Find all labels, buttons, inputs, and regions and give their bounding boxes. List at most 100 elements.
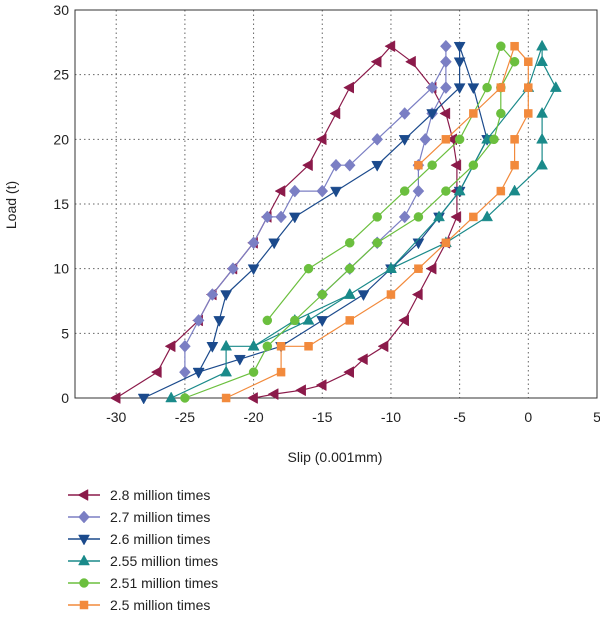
data-point [316,184,329,198]
data-point [536,39,548,51]
series-line [184,45,516,399]
data-point [454,134,465,145]
data-point [248,367,259,377]
data-point [262,341,273,352]
x-tick-label: -20 [243,409,263,425]
data-point [450,159,462,172]
y-tick-labels: 0 5 10 15 20 25 30 [53,2,69,406]
data-point [302,159,313,172]
data-point [227,262,239,276]
data-point [329,107,341,120]
data-point [371,132,384,146]
data-point [343,81,354,94]
data-point [469,212,478,222]
data-point [524,57,533,66]
series-3 [165,39,562,403]
data-point [453,57,466,69]
data-point [288,212,301,224]
data-point [290,315,300,326]
data-point [206,342,219,353]
data-point [220,365,233,377]
data-point [315,379,327,391]
data-point [357,290,370,302]
data-point [261,210,274,224]
data-point [109,392,121,404]
data-point [508,184,521,196]
data-point [276,342,286,351]
legend-marker [77,489,89,501]
data-point [433,210,445,222]
data-point [426,81,438,94]
data-point [453,83,466,95]
x-tick-label: 0 [524,409,532,425]
data-point [276,367,286,377]
data-point [371,160,384,172]
data-point [384,40,396,53]
series-1 [179,39,452,379]
series-4 [180,41,520,403]
data-point [247,236,260,250]
data-point [345,316,354,325]
data-point [206,288,219,301]
data-point [330,158,342,172]
data-point [137,393,150,405]
x-tick-labels: -30 -25 -20 -15 -10 -5 0 5 [106,409,600,425]
data-point [316,316,329,327]
legend-marker [78,534,90,546]
x-tick-label: -10 [381,409,401,425]
x-tick-label: -30 [106,409,126,425]
x-tick-label: -15 [312,409,332,425]
data-point [482,82,492,93]
data-point [440,81,452,94]
data-point [220,339,233,351]
legend-item: 2.55 million times [68,553,218,569]
data-point [344,238,355,248]
legend-label: 2.8 million times [110,487,210,503]
data-point [344,263,355,274]
data-point [343,288,356,299]
data-point [267,388,279,401]
legend: 2.8 million times 2.7 million times 2.6 mi… [68,487,218,613]
data-point [385,262,397,273]
series-line [170,45,557,399]
data-point [413,212,424,222]
legend-label: 2.55 million times [110,553,218,569]
y-tick-label: 0 [61,390,69,406]
data-point [536,106,548,118]
data-point [274,185,286,197]
legend-item: 2.51 million times [68,575,218,591]
legend-label: 2.5 million times [110,597,210,613]
legend-marker [78,510,90,524]
data-point [303,263,314,274]
data-point [425,262,437,275]
data-point [247,339,260,351]
data-point [536,132,548,144]
legend-marker [78,554,90,566]
series-line [225,45,529,399]
y-tick-label: 30 [53,2,69,18]
data-point [370,55,382,68]
data-point [343,366,354,379]
data-point [302,313,315,325]
y-tick-label: 20 [53,131,69,147]
y-tick-label: 10 [53,261,69,277]
data-point [317,289,328,300]
data-point [372,238,382,248]
data-point [414,264,423,273]
data-point [536,55,548,66]
data-point [295,384,306,397]
legend-item: 2.7 million times [68,509,210,525]
data-point [496,41,506,51]
data-point [469,109,478,118]
data-point [192,367,205,379]
data-point [180,393,190,403]
y-tick-label: 15 [53,196,69,212]
data-point [386,290,396,299]
data-point [453,184,466,196]
data-point [165,391,178,403]
series-line [143,45,488,399]
x-tick-label: 5 [593,409,600,425]
data-point [398,107,411,120]
data-point [398,314,409,327]
data-point [510,160,519,170]
